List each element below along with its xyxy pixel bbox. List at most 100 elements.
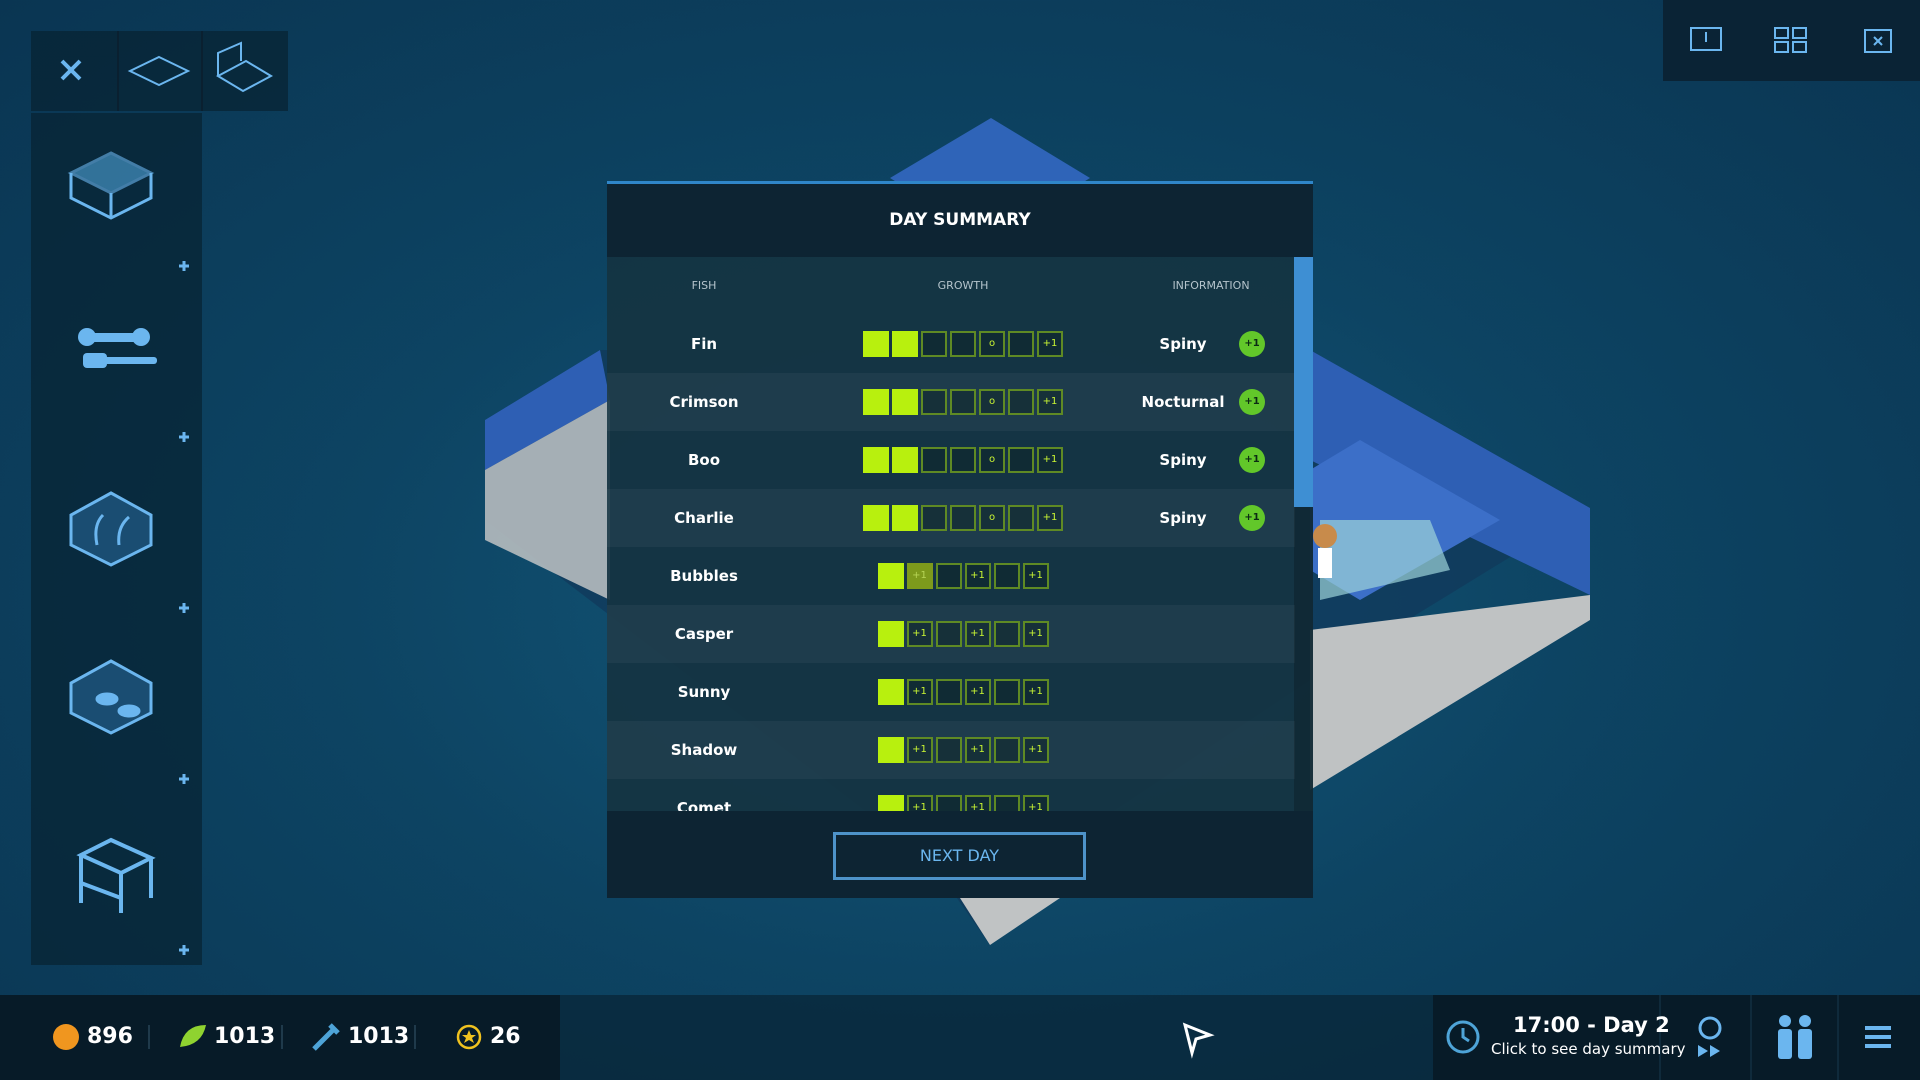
fish-row: Shadow +1 +1 +1	[607, 721, 1295, 779]
growth-cell	[1008, 331, 1034, 357]
growth-label: o	[988, 454, 996, 465]
screenshot-button[interactable]	[1690, 27, 1722, 51]
next-day-button[interactable]: NEXT DAY	[833, 832, 1086, 880]
tool-icons	[60, 31, 274, 111]
growth-cell	[1008, 389, 1034, 415]
speed-button[interactable]	[1698, 1016, 1722, 1057]
growth-cell	[921, 331, 947, 357]
coin-icon	[53, 1024, 79, 1050]
growth-cell	[877, 621, 904, 647]
clock-hint[interactable]: Click to see day summary	[1491, 1040, 1686, 1058]
growth-cell	[892, 389, 918, 415]
window-controls	[1663, 0, 1920, 81]
add-5[interactable]	[179, 945, 189, 955]
floor-tool[interactable]	[127, 55, 191, 87]
wall-top	[890, 118, 1090, 240]
growth-cell	[877, 563, 904, 589]
growth-cell: +1	[1037, 331, 1063, 357]
top-tools	[31, 31, 288, 111]
fish-row: Charlie o +1 Spiny +1	[607, 489, 1295, 547]
growth-cell	[950, 331, 976, 357]
growth-label: +1	[912, 802, 927, 811]
growth-cell	[950, 447, 976, 473]
add-4[interactable]	[179, 774, 189, 784]
divider	[1659, 995, 1661, 1080]
growth-cell: +1	[1022, 679, 1049, 705]
growth-cell	[1008, 505, 1034, 531]
growth-cell	[935, 795, 962, 811]
growth-badge: +1	[1239, 505, 1265, 531]
growth-cell	[1008, 447, 1034, 473]
growth-label: +1	[1042, 396, 1058, 407]
growth-label: +1	[912, 628, 927, 639]
grid-button[interactable]	[1774, 27, 1807, 53]
column-header: INFORMATION	[1172, 279, 1250, 292]
growth-label: +1	[912, 686, 927, 697]
information-text: Spiny	[1159, 335, 1207, 353]
tools-icon[interactable]	[78, 328, 157, 368]
growth-label: +1	[1028, 628, 1043, 639]
growth-cell: +1	[964, 621, 991, 647]
decor-icon[interactable]	[69, 491, 153, 567]
fish-name: Casper	[674, 625, 734, 643]
growth-cell: +1	[1037, 447, 1063, 473]
growth-cell: +1	[1037, 389, 1063, 415]
fish-name: Sunny	[677, 683, 731, 701]
growth-cell	[935, 679, 962, 705]
clock-icons	[1446, 995, 1891, 1080]
growth-cell: +1	[964, 679, 991, 705]
growth-badge: +1	[1239, 331, 1265, 357]
information-text: Spiny	[1159, 451, 1207, 469]
staff-button[interactable]	[1778, 1015, 1812, 1059]
menu-button[interactable]	[1865, 1026, 1891, 1048]
fish-row: Comet +1 +1 +1	[607, 779, 1295, 811]
fish-icon[interactable]	[69, 659, 153, 735]
close-button[interactable]	[60, 59, 82, 81]
growth-label: +1	[1042, 512, 1058, 523]
growth-cell	[921, 505, 947, 531]
wall-tool[interactable]	[215, 41, 274, 93]
fish-list: Fin o +1 Spiny +1 Crimson o +1 Nocturnal +1 Boo o +1…	[607, 315, 1295, 811]
column-header: GROWTH	[937, 279, 989, 292]
divider	[281, 1025, 283, 1049]
growth-label: +1	[1042, 454, 1058, 465]
fish-row: Bubbles +1 +1 +1	[607, 547, 1295, 605]
growth-cell	[921, 447, 947, 473]
resource-icons	[53, 1023, 482, 1051]
add-2[interactable]	[179, 432, 189, 442]
growth-cell: +1	[1037, 505, 1063, 531]
column-header: FISH	[691, 279, 717, 292]
growth-cell	[863, 331, 889, 357]
add-3[interactable]	[179, 603, 189, 613]
cursor-icon	[1182, 1022, 1215, 1059]
tank-icon[interactable]	[67, 151, 155, 220]
growth-cell	[993, 795, 1020, 811]
fish-name: Boo	[687, 451, 721, 469]
growth-label: +1	[1028, 570, 1043, 581]
growth-label: o	[988, 338, 996, 349]
fish-name: Charlie	[674, 509, 734, 527]
growth-cell	[993, 621, 1020, 647]
add-1[interactable]	[179, 261, 189, 271]
growth-label: +1	[1028, 744, 1043, 755]
window-button[interactable]	[1864, 29, 1892, 53]
fish-name: Fin	[690, 335, 718, 353]
sidebar-icons	[67, 151, 189, 955]
growth-cell	[921, 389, 947, 415]
growth-cell	[993, 563, 1020, 589]
scrollbar-thumb[interactable]	[1294, 257, 1313, 507]
wall-left	[485, 350, 610, 470]
clock-time[interactable]: 17:00 - Day 2	[1513, 1013, 1670, 1037]
bottom-bar	[560, 995, 1433, 1080]
growth-cell: +1	[906, 621, 933, 647]
growth-cell: o	[979, 447, 1005, 473]
growth-label: +1	[970, 570, 985, 581]
growth-label: +1	[970, 744, 985, 755]
growth-cell	[892, 447, 918, 473]
growth-cell	[935, 737, 962, 763]
fish-name: Bubbles	[670, 567, 738, 585]
build-sidebar	[31, 113, 202, 965]
furniture-icon[interactable]	[76, 837, 156, 913]
growth-badge: +1	[1239, 447, 1265, 473]
growth-label: +1	[912, 570, 927, 581]
